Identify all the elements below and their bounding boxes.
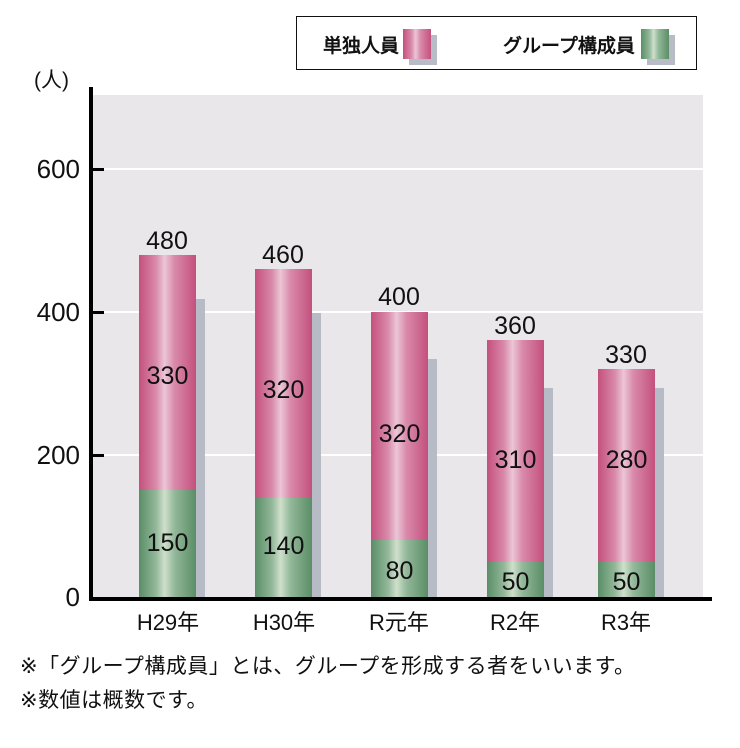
x-label-h30: H30年	[252, 610, 316, 635]
footnote-group-definition: ※「グループ構成員」とは、グループを形成する者をいいます。	[20, 655, 636, 678]
x-label-r2: R2年	[489, 610, 541, 635]
value-group: 50	[612, 568, 641, 596]
value-single: 310	[494, 446, 537, 474]
y-tick-600	[92, 168, 104, 171]
value-single: 280	[605, 446, 648, 474]
y-tick-200	[92, 454, 104, 457]
bar-segment-group	[371, 540, 428, 598]
value-total: 460	[262, 241, 304, 269]
x-label-r3: R3年	[600, 610, 652, 635]
footnote-approximate: ※数値は概数です。	[20, 689, 208, 712]
bar-segment-single	[371, 312, 428, 541]
legend: 単独人員 グループ構成員	[296, 16, 697, 70]
legend-swatch-group	[640, 29, 675, 65]
value-total: 480	[146, 227, 188, 255]
legend-item-single: 単独人員	[323, 17, 438, 71]
legend-swatch-single	[403, 29, 438, 65]
bar-segment-single	[598, 369, 655, 563]
bar-segment-group	[139, 490, 196, 598]
x-label-h29: H29年	[136, 610, 200, 635]
value-group: 80	[385, 557, 414, 585]
x-label-r1: R元年	[369, 610, 429, 635]
bar-segment-group	[487, 562, 544, 598]
bar-segment-single	[139, 255, 196, 491]
gridline-600	[92, 168, 703, 170]
y-label-200: 200	[36, 440, 80, 470]
y-label-600: 600	[36, 154, 80, 184]
x-axis-line	[89, 597, 712, 601]
legend-label-single: 単独人員	[323, 35, 400, 57]
value-single: 320	[262, 376, 305, 404]
bar-segment-group	[598, 562, 655, 598]
y-label-0: 0	[65, 582, 80, 612]
value-single: 330	[146, 362, 189, 390]
y-tick-400	[92, 311, 104, 314]
value-total: 400	[378, 283, 420, 311]
y-axis-unit: (人)	[34, 69, 69, 92]
value-group: 50	[501, 568, 530, 596]
value-group: 150	[146, 529, 189, 557]
value-total: 330	[605, 341, 647, 369]
y-label-400: 400	[36, 297, 80, 327]
y-axis-line	[89, 87, 93, 601]
legend-item-group: グループ構成員	[503, 17, 675, 71]
bar-segment-single	[487, 340, 544, 563]
value-group: 140	[262, 532, 305, 560]
bar-segment-group	[255, 498, 312, 598]
value-total: 360	[494, 312, 536, 340]
legend-label-group: グループ構成員	[503, 35, 635, 57]
bar-segment-single	[255, 269, 312, 499]
value-single: 320	[378, 420, 421, 448]
